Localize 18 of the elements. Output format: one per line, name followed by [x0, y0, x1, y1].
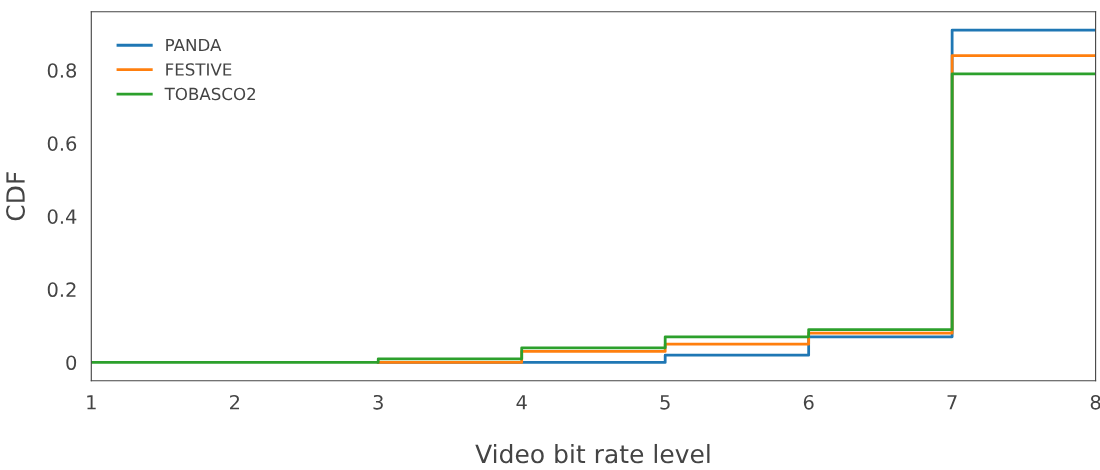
x-tick-label: 2 [230, 394, 240, 410]
x-tick-label: 8 [1090, 394, 1100, 410]
legend-label: FESTIVE [166, 63, 232, 76]
y-tick-label: 0.2 [47, 282, 76, 298]
x-tick-label: 4 [516, 395, 527, 410]
x-tick-label: 6 [803, 394, 814, 410]
x-axis-title: Video bit rate level [475, 443, 710, 464]
x-tick-label: 3 [373, 394, 383, 410]
y-tick-label: 0 [66, 355, 77, 371]
y-tick-label: 0.8 [47, 63, 77, 78]
x-tick-label: 5 [660, 395, 670, 410]
y-axis-title: CDF [6, 172, 25, 221]
x-tick-label: 7 [947, 395, 957, 410]
legend-label: TOBASCO2 [164, 87, 256, 101]
y-tick-label: 0.4 [47, 209, 77, 224]
legend-label: PANDA [166, 38, 222, 52]
y-tick-label: 0.6 [47, 136, 77, 151]
x-tick-label: 1 [87, 395, 96, 410]
